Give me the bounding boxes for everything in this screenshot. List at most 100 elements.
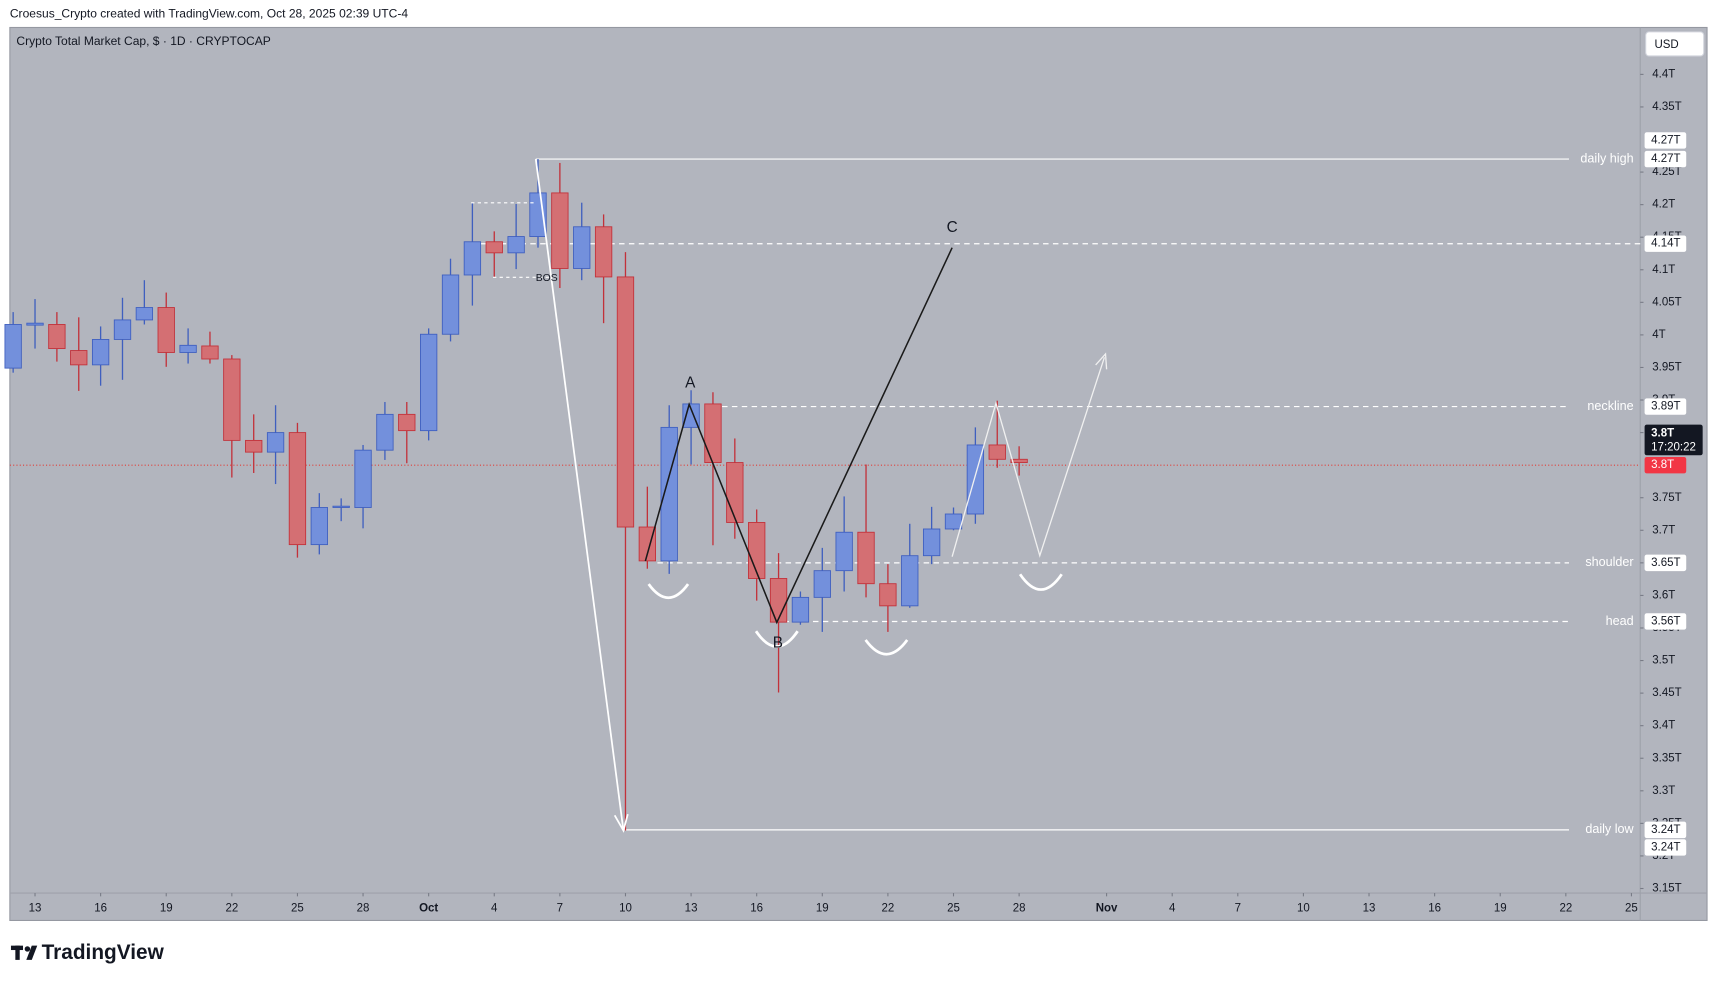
- x-tick-label: 13: [685, 902, 698, 914]
- wave-label: C: [947, 219, 958, 236]
- candle-body: [288, 432, 307, 546]
- y-tick-label: 4T: [1652, 329, 1665, 341]
- x-tick-label: 13: [29, 902, 42, 914]
- x-tick-label: Nov: [1096, 902, 1118, 914]
- drop-arrow: [534, 158, 625, 831]
- price-tag-label: 4.14T: [1651, 238, 1680, 250]
- candle-body: [332, 505, 350, 508]
- x-tick-label: 25: [947, 902, 960, 914]
- candle-body: [463, 241, 482, 276]
- y-tick-label: 4.2T: [1652, 199, 1675, 211]
- price-tag-label: 4.27T: [1651, 153, 1680, 165]
- level-label: daily high: [1580, 151, 1633, 165]
- y-tick-label: 4.25T: [1652, 166, 1681, 178]
- x-tick-label: 7: [1235, 902, 1241, 914]
- candle-body: [616, 276, 635, 528]
- candle-body: [944, 513, 963, 530]
- abc-path: [644, 247, 953, 625]
- x-tick-label: 19: [816, 902, 829, 914]
- y-tick-label: 4.05T: [1652, 296, 1681, 308]
- price-tag-label: 3.89T: [1651, 401, 1680, 413]
- x-tick-label: 16: [1428, 902, 1441, 914]
- candle-body: [748, 522, 766, 579]
- candle-body: [135, 307, 154, 321]
- y-tick-label: 3.45T: [1652, 687, 1681, 699]
- header: Croesus_Crypto created with TradingView.…: [10, 7, 408, 21]
- x-tick-label: 4: [491, 902, 498, 914]
- price-tag: [1644, 424, 1703, 456]
- candle-body: [638, 526, 657, 562]
- x-tick-label: Oct: [419, 902, 438, 914]
- candle-body: [310, 507, 328, 546]
- price-tag-label: 3.24T: [1651, 824, 1680, 836]
- candle-body: [157, 307, 175, 353]
- candle-body: [113, 319, 132, 340]
- x-tick-label: 7: [557, 902, 563, 914]
- candle-body: [835, 531, 853, 572]
- candle-body: [573, 226, 591, 269]
- price-tag-label: 3.56T: [1651, 616, 1680, 628]
- x-tick-label: 28: [1013, 902, 1026, 914]
- logo-part: [26, 945, 38, 960]
- countdown: 17:20:22: [1651, 442, 1696, 454]
- x-tick-label: 13: [1363, 902, 1376, 914]
- x-tick-label: 16: [94, 902, 107, 914]
- price-tag: [1644, 839, 1687, 856]
- logo-part: [15, 945, 20, 960]
- candle-body: [441, 274, 460, 335]
- shoulder-arc: [864, 639, 909, 656]
- y-tick-label: 3.75T: [1652, 492, 1681, 504]
- level-label: neckline: [1587, 399, 1633, 413]
- y-tick-label: 3.7T: [1652, 524, 1675, 536]
- candle-body: [594, 226, 613, 278]
- price-tag-label: 3.8T: [1651, 427, 1674, 439]
- price-tag-label: 3.8T: [1651, 459, 1674, 471]
- price-tag-label: 4.27T: [1651, 134, 1680, 146]
- candle-body: [901, 555, 919, 607]
- brand-logo: [10, 945, 38, 960]
- y-tick-label: 3.95T: [1652, 361, 1681, 373]
- price-tag: [1644, 132, 1687, 149]
- y-tick-label: 3.4T: [1652, 720, 1675, 732]
- arrow-head: [1095, 352, 1108, 370]
- plot-background: [9, 26, 1708, 921]
- price-tag: [1644, 235, 1687, 252]
- x-tick-label: 22: [1559, 902, 1572, 914]
- y-tick-label: 3.15T: [1652, 883, 1681, 895]
- candle-body: [769, 578, 788, 623]
- x-tick-label: 4: [1169, 902, 1176, 914]
- currency: USD: [1654, 39, 1678, 51]
- candle-body: [551, 192, 569, 269]
- price-tag-label: 3.24T: [1651, 841, 1680, 853]
- candle-body: [507, 236, 525, 254]
- candle-body: [4, 324, 22, 369]
- x-tick-label: 19: [160, 902, 173, 914]
- candle-body: [857, 531, 875, 585]
- level-label: shoulder: [1585, 555, 1633, 569]
- x-tick-label: 19: [1494, 902, 1507, 914]
- candle-body: [48, 324, 66, 350]
- candle-body: [420, 333, 438, 432]
- currency-button[interactable]: [1645, 31, 1705, 57]
- y-tick-label: 3.5T: [1652, 655, 1675, 667]
- candle-body: [70, 350, 88, 366]
- price-tag-label: 3.65T: [1651, 557, 1680, 569]
- candle-body: [26, 322, 44, 326]
- y-tick-label: 4.35T: [1652, 101, 1681, 113]
- x-tick-label: 10: [619, 902, 632, 914]
- price-tag: [1644, 613, 1687, 630]
- y-tick-label: 3.3T: [1652, 785, 1675, 797]
- candle-body: [201, 345, 219, 360]
- x-tick-label: 28: [357, 902, 370, 914]
- price-tag: [1644, 150, 1687, 168]
- brand: TradingView: [42, 941, 165, 964]
- x-tick-label: 25: [1625, 902, 1638, 914]
- drawings: [471, 158, 1108, 833]
- candle-body: [704, 403, 722, 463]
- y-tick-label: 3.35T: [1652, 752, 1681, 764]
- candle-body: [726, 462, 744, 523]
- x-tick-label: 22: [882, 902, 895, 914]
- price-tag: [1644, 554, 1687, 572]
- bos-label: BOS: [536, 273, 558, 284]
